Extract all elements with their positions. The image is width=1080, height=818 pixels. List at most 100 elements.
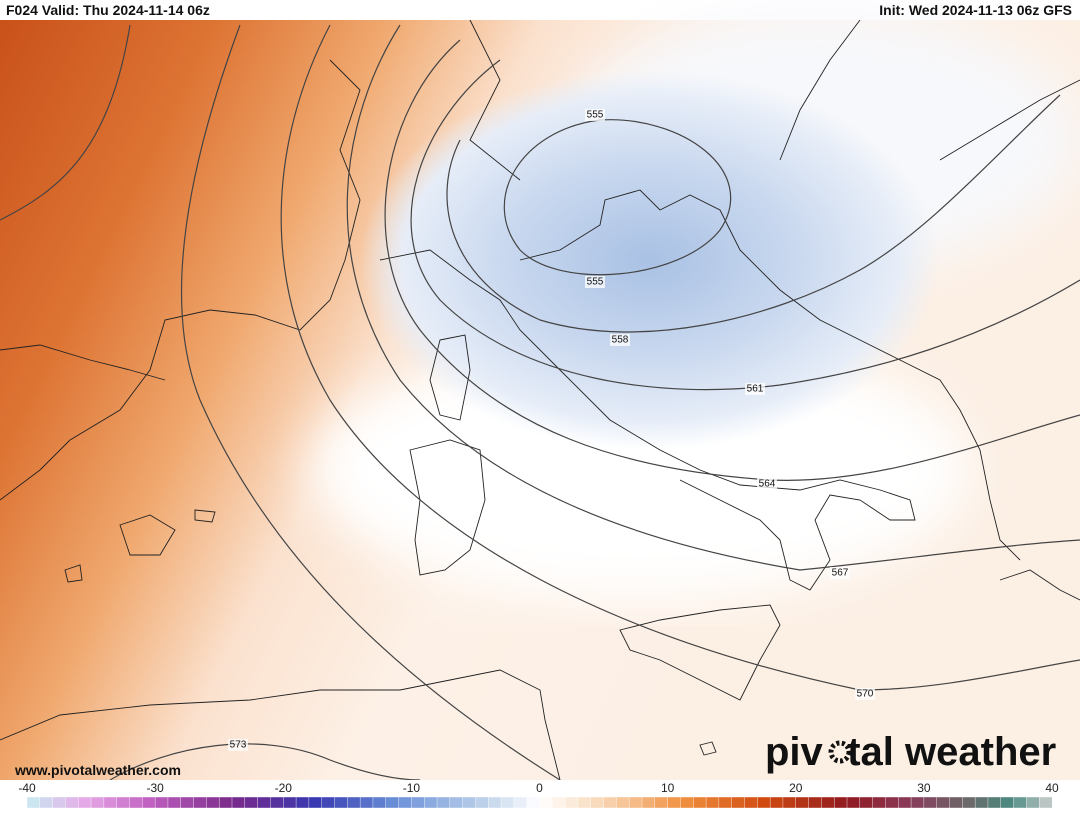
colorbar-swatch [757,796,771,809]
colorbar-swatch [526,796,541,809]
colorbar-tick-label: -20 [275,781,293,795]
contour-label-bg [757,478,777,490]
colorbar-swatch [488,796,502,809]
logo: pivotal weather [765,730,1056,774]
colorbar-swatch [974,796,989,809]
colorbar-swatch [500,796,515,809]
contour-label-bg [228,739,248,751]
colorbar-swatch [1013,796,1027,809]
colorbar-swatch [129,796,143,809]
colorbar-swatch [308,796,323,809]
contour-label-bg [610,334,630,346]
colorbar-swatch [705,796,720,809]
colorbar-swatch [39,796,54,809]
init-time: Init: Wed 2024-11-13 06z GFS [879,2,1072,18]
colorbar-swatch [321,796,336,809]
contour-label: 570 [857,689,874,700]
contour-label: 558 [612,335,629,346]
colorbar-swatch [846,796,861,809]
colorbar-swatch [667,796,681,809]
colorbar-swatch [833,796,848,809]
valid-time: F024 Valid: Thu 2024-11-14 06z [6,2,210,18]
colorbar-swatch [244,796,259,809]
colorbar-swatch [116,796,131,809]
watermark: www.pivotalweather.com [14,762,181,778]
colorbar-swatch [65,796,79,809]
colorbar-swatch [859,796,874,809]
coastlines [0,19,1080,781]
colorbar-swatch [411,796,425,809]
contour-label-bg [855,688,875,700]
contour-label: 564 [759,479,776,490]
colorbar-swatch [347,796,361,809]
colorbar-swatch [193,796,207,809]
colorbar-swatch [372,796,387,809]
colorbar-swatch [539,796,553,809]
colorbar-swatch [962,796,976,809]
colorbar-tick-label: -40 [18,781,36,795]
colorbar-swatch [590,796,605,809]
colorbar-swatch [475,796,489,809]
colorbar-swatch [449,796,464,809]
colorbar-tick-label: 20 [789,781,803,795]
colorbar-swatch [731,796,746,809]
colorbar-tick-label: -30 [146,781,164,795]
colorbar-swatch [283,796,297,809]
colorbar-tick-label: 0 [536,781,543,795]
colorbar-swatch [462,796,476,809]
colorbar-tick-label: 30 [917,781,931,795]
colorbar-swatch [1000,796,1015,809]
colorbar-swatch [154,796,169,809]
colorbar-swatch [206,796,220,809]
colorbar-swatch [423,796,438,809]
contour-label: 555 [587,277,604,288]
colorbar-swatch [744,796,758,809]
colorbar-swatch [885,796,899,809]
colorbar-swatch [180,796,195,809]
colorbar-swatch [398,796,412,809]
colorbar-swatch [385,796,400,809]
colorbar-swatch [782,796,797,809]
colorbar-swatch [641,796,656,809]
colorbar-swatch [718,796,733,809]
contour-label: 567 [832,568,849,579]
colorbar-swatch [616,796,630,809]
colorbar-swatch [142,796,156,809]
colorbar-swatch [295,796,310,809]
colorbar-swatch [552,796,566,809]
colorbar-swatch [821,796,835,809]
contour-label: 555 [587,110,604,121]
colorbar-swatch [513,796,528,809]
colorbar-swatch [949,796,963,809]
cold-pool [360,70,940,450]
colorbar-swatch [436,796,451,809]
colorbar-swatch [693,796,707,809]
logo-text: tal weather [847,730,1056,774]
colorbar-tick-label: 40 [1045,781,1059,795]
colorbar-swatch [603,796,617,809]
colorbar-swatch [923,796,938,809]
colorbar-swatch [257,796,271,809]
logo-text: piv [765,730,824,774]
colorbar-swatch [270,796,284,809]
colorbar-swatch [103,796,118,809]
colorbar-swatch [359,796,374,809]
colorbar-swatch [898,796,912,809]
contour-label: 561 [747,384,764,395]
colorbar-swatch [628,796,643,809]
colorbar-swatch [218,796,233,809]
colorbar-swatch [1026,796,1040,809]
contour-label-bg [585,109,605,121]
colorbar-swatch [1038,796,1053,809]
colorbar-tick-label: 10 [661,781,675,795]
colorbar-swatch [167,796,182,809]
colorbar-swatch [78,796,92,809]
colorbar-swatch [52,796,66,809]
colorbar-swatch [808,796,822,809]
colorbar-swatch [910,796,925,809]
colorbar-swatch [795,796,810,809]
colorbar-swatch [872,796,886,809]
colorbar-swatch [936,796,951,809]
